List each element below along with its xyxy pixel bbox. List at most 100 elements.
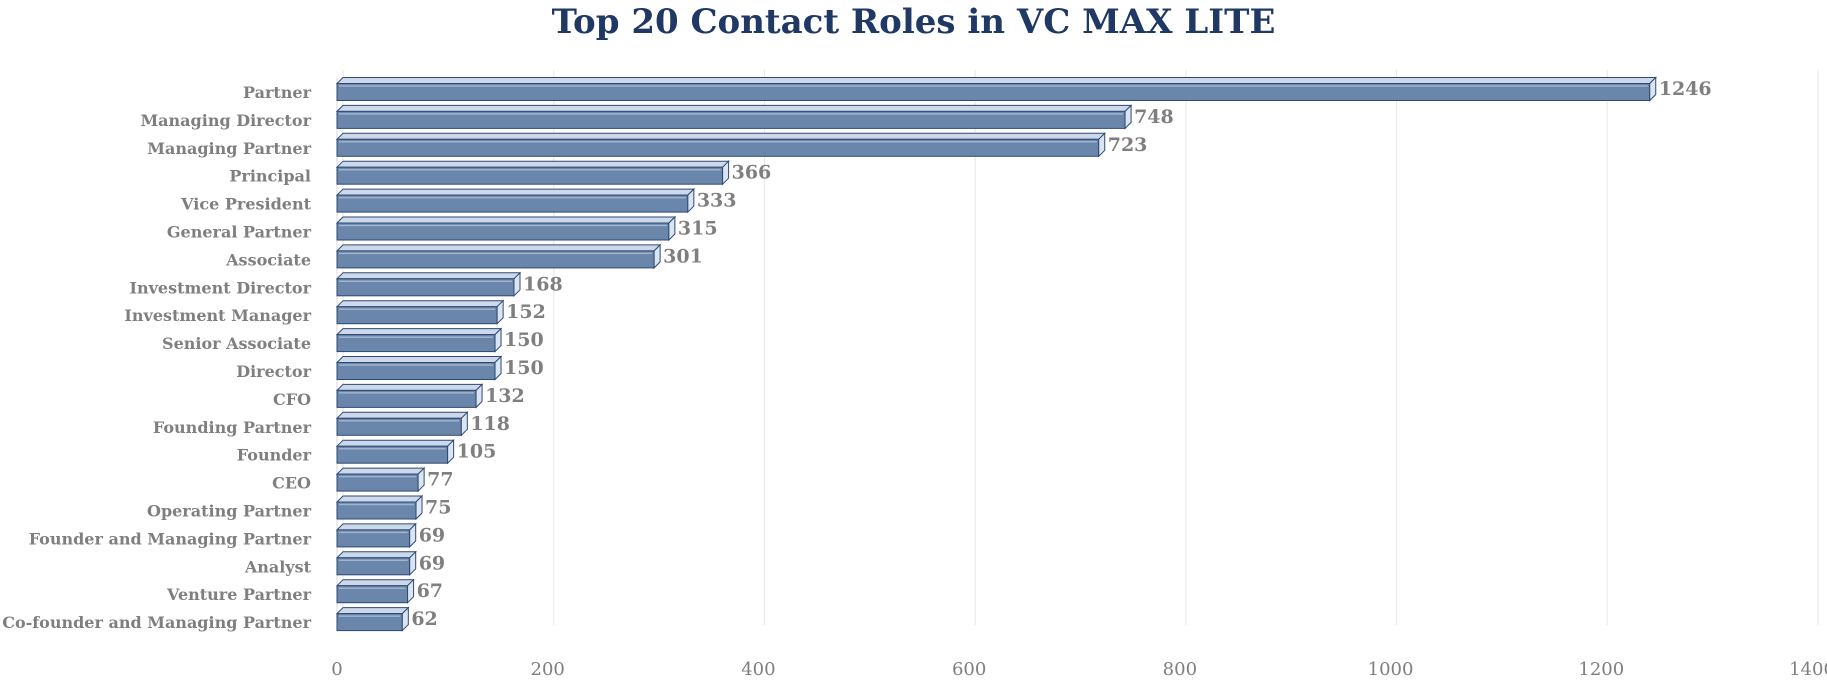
bar-end-face xyxy=(494,355,502,381)
bar-end-face xyxy=(417,466,425,493)
bar-top-face xyxy=(335,77,1657,84)
category-label: Venture Partner xyxy=(166,585,312,604)
category-label: Director xyxy=(236,362,311,381)
bar-group xyxy=(335,578,415,604)
bar-group xyxy=(335,104,1133,130)
x-tick-label: 1200 xyxy=(1578,659,1624,680)
bar-group xyxy=(335,606,410,632)
bar-end-face xyxy=(1098,132,1106,158)
bar-end-face xyxy=(409,550,417,577)
bar-group xyxy=(335,411,469,437)
data-label: 69 xyxy=(419,552,445,574)
bar-top-face xyxy=(335,104,1133,112)
bar-top-face xyxy=(335,439,455,447)
category-label: Founder xyxy=(237,446,312,465)
bar-top-face xyxy=(335,467,426,475)
category-label: Vice President xyxy=(180,195,311,214)
bar-group xyxy=(335,438,455,465)
bar-group xyxy=(335,215,677,242)
bar-group xyxy=(335,159,730,186)
bar-end-face xyxy=(1124,104,1132,130)
x-tick-label: 600 xyxy=(952,659,986,680)
category-label: CEO xyxy=(272,474,311,493)
data-label: 333 xyxy=(697,190,737,212)
bar-end-face xyxy=(460,411,468,437)
data-label: 75 xyxy=(425,497,451,519)
bar-group xyxy=(335,383,484,409)
x-tick-label: 200 xyxy=(531,659,565,680)
bar-top-face xyxy=(335,300,505,308)
bar-end-face xyxy=(653,243,661,270)
bar-end-face xyxy=(415,494,423,521)
bar-group xyxy=(335,550,417,577)
category-label: Managing Director xyxy=(140,111,311,130)
data-label: 1246 xyxy=(1659,78,1712,100)
data-label: 118 xyxy=(470,413,510,435)
x-tick-label: 800 xyxy=(1163,659,1197,680)
data-label: 150 xyxy=(504,357,544,379)
category-label: Founder and Managing Partner xyxy=(29,529,312,548)
data-label: 62 xyxy=(411,608,437,630)
data-label: 366 xyxy=(732,162,772,184)
data-label: 748 xyxy=(1134,106,1174,128)
category-label: Senior Associate xyxy=(162,334,311,353)
bar-group xyxy=(335,494,424,521)
bar-top-face xyxy=(335,383,484,391)
bar-end-face xyxy=(722,159,730,186)
category-label: Co-founder and Managing Partner xyxy=(2,613,311,632)
bar-end-face xyxy=(475,383,483,409)
data-label: 168 xyxy=(523,273,563,295)
bar-top-face xyxy=(335,244,662,252)
bar-group xyxy=(335,355,503,381)
category-label: Analyst xyxy=(244,557,312,576)
data-label: 301 xyxy=(663,245,703,267)
bar-top-face xyxy=(335,272,522,280)
data-label: 152 xyxy=(506,301,546,323)
category-label: Investment Director xyxy=(130,278,312,297)
bar-group xyxy=(335,299,505,325)
data-label: 132 xyxy=(485,385,525,407)
bar-top-face xyxy=(335,411,469,419)
bar-group xyxy=(335,187,696,214)
chart-title: Top 20 Contact Roles in VC MAX LITE xyxy=(551,2,1276,42)
data-label: 67 xyxy=(417,580,443,602)
category-label: Managing Partner xyxy=(147,139,311,158)
bar-top-face xyxy=(335,607,410,615)
category-label: Associate xyxy=(225,250,311,269)
bar-group xyxy=(335,271,522,298)
bar-end-face xyxy=(494,327,502,353)
bar-group xyxy=(335,522,417,549)
bar-end-face xyxy=(447,438,455,465)
bar-top-face xyxy=(335,328,503,336)
category-label: CFO xyxy=(273,390,311,409)
bar-end-face xyxy=(409,522,417,549)
data-label: 105 xyxy=(457,441,497,463)
data-label: 77 xyxy=(427,469,453,491)
data-label: 150 xyxy=(504,329,544,351)
bar-group xyxy=(335,327,503,353)
bar-top-face xyxy=(335,132,1106,140)
bar-group xyxy=(335,466,426,493)
bar-top-face xyxy=(335,188,696,196)
bar-end-face xyxy=(401,606,409,632)
bar-end-face xyxy=(513,271,521,298)
data-label: 69 xyxy=(419,524,445,546)
category-label: General Partner xyxy=(167,223,312,242)
category-label: Operating Partner xyxy=(147,502,312,521)
x-tick-label: 0 xyxy=(331,659,342,680)
data-label: 723 xyxy=(1108,134,1148,156)
bar-top-face xyxy=(335,551,417,559)
category-label: Founding Partner xyxy=(153,418,312,437)
bar-top-face xyxy=(335,523,417,531)
bar-end-face xyxy=(1649,76,1657,102)
category-label: Investment Manager xyxy=(124,306,311,325)
bar-top-face xyxy=(335,579,415,587)
bar-end-face xyxy=(687,187,695,214)
x-tick-label: 1400 xyxy=(1789,659,1827,680)
bar-top-face xyxy=(335,216,677,224)
bar-group xyxy=(335,243,662,270)
bar-end-face xyxy=(496,299,504,325)
bar-group xyxy=(335,76,1657,102)
bar-end-face xyxy=(668,215,676,242)
